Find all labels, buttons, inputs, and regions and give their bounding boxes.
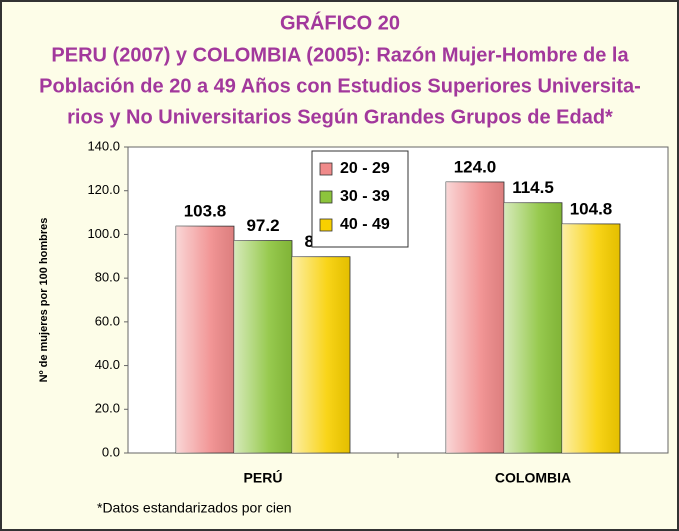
y-tick-label: 80.0	[95, 270, 120, 285]
data-label: 114.5	[512, 178, 554, 197]
data-label: 124.0	[454, 157, 497, 176]
legend-swatch	[319, 162, 333, 176]
bar-shine	[176, 226, 234, 453]
bar-shine	[292, 256, 350, 453]
legend-label: 20 - 29	[340, 160, 390, 177]
y-tick-label: 0.0	[102, 444, 120, 459]
y-tick-label: 140.0	[87, 138, 120, 153]
y-tick-label: 60.0	[95, 313, 120, 328]
bar-shine	[446, 181, 504, 453]
data-label: 103.8	[184, 202, 227, 221]
y-tick-label: 120.0	[87, 182, 120, 197]
chart-subtitle: Población de 20 a 49 Años con Estudios S…	[39, 75, 641, 97]
bar-shine	[234, 240, 292, 453]
legend-swatch	[319, 190, 333, 204]
bar-shine	[504, 202, 562, 453]
data-label: 97.2	[246, 216, 279, 235]
y-axis-label: Nº de mujeres por 100 hombres	[38, 218, 50, 383]
chart-title: GRÁFICO 20	[280, 11, 400, 34]
x-tick-label: PERÚ	[244, 469, 283, 486]
bar-shine	[562, 223, 620, 453]
y-tick-label: 40.0	[95, 357, 120, 372]
chart-subtitle: rios y No Universitarios Según Grandes G…	[67, 106, 613, 128]
x-tick-label: COLOMBIA	[495, 470, 571, 486]
data-label: 104.8	[570, 199, 613, 218]
footnote: *Datos estandarizados por cien	[97, 500, 292, 516]
legend-label: 40 - 49	[340, 216, 390, 233]
y-tick-label: 100.0	[87, 226, 120, 241]
y-tick-label: 20.0	[95, 401, 120, 416]
legend-swatch	[319, 218, 333, 232]
legend-label: 30 - 39	[340, 188, 390, 205]
chart-subtitle: PERU (2007) y COLOMBIA (2005): Razón Muj…	[51, 44, 629, 66]
